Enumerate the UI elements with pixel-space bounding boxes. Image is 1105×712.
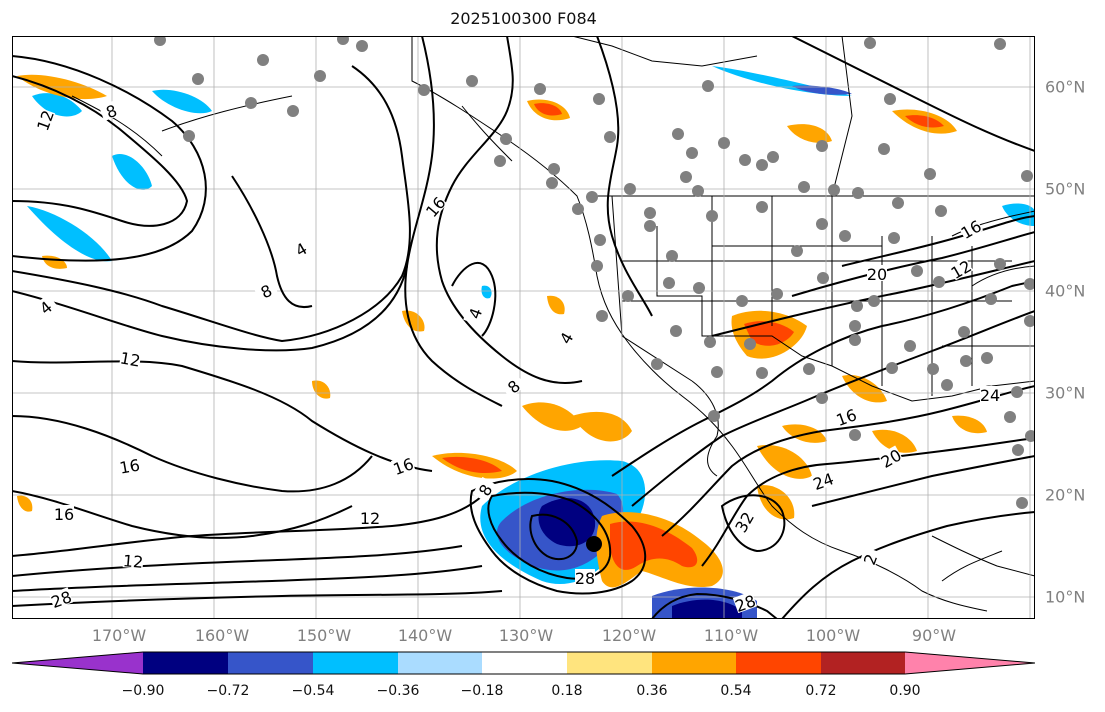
lon-label: 90°W	[911, 626, 957, 645]
lon-label: 110°W	[703, 626, 759, 645]
lat-label: 60°N	[1045, 77, 1086, 97]
lon-label: 120°W	[601, 626, 657, 645]
colorbar-segment	[821, 652, 905, 674]
colorbar-tick-label: 0.18	[551, 683, 583, 699]
lat-label: 50°N	[1045, 179, 1086, 199]
lat-label: 20°N	[1045, 485, 1086, 505]
graticule	[12, 36, 1035, 619]
lat-label: 30°N	[1045, 383, 1086, 403]
colorbar-tick-label: 0.72	[805, 683, 837, 699]
contour-lines	[12, 36, 1035, 619]
lon-label: 130°W	[498, 626, 554, 645]
colorbar-tick-label: 0.90	[889, 683, 921, 699]
lon-label: 160°W	[194, 626, 250, 645]
lon-label: 140°W	[397, 626, 453, 645]
contour-label: 16	[118, 455, 141, 477]
station-dots	[154, 36, 1035, 509]
colorbar-tick-label: −0.54	[291, 683, 335, 699]
colorbar-tick-label: −0.36	[376, 683, 420, 699]
lon-label: 170°W	[91, 626, 147, 645]
colorbar-tick-label: 0.36	[636, 683, 668, 699]
tropical-cyclone-marker	[586, 536, 602, 552]
contour-label: 16	[54, 505, 74, 524]
lat-label: 40°N	[1045, 281, 1086, 301]
colorbar-segment	[736, 652, 821, 674]
contour-label: 12	[360, 509, 380, 528]
lon-label: 100°W	[805, 626, 861, 645]
colorbar-tick-label: 0.54	[720, 683, 752, 699]
contour-label: 24	[980, 386, 1000, 405]
lon-label: 150°W	[296, 626, 352, 645]
colorbar-segment	[567, 652, 652, 674]
contour-label: 20	[867, 265, 887, 284]
lat-label: 10°N	[1045, 587, 1086, 607]
colorbar-segment	[313, 652, 398, 674]
colorbar-segment	[398, 652, 482, 674]
colorbar-tick-label: −0.90	[121, 683, 165, 699]
contour-label: 12	[122, 551, 144, 572]
contour-label: 12	[119, 348, 142, 370]
colorbar-segment	[143, 652, 228, 674]
map-title: 2025100300 F084	[450, 9, 597, 28]
colorbar	[12, 651, 1035, 675]
colorbar-segment	[12, 652, 143, 674]
colorbar-segment	[905, 652, 1035, 674]
colorbar-segment	[482, 652, 567, 674]
colorbar-tick-label: −0.72	[206, 683, 250, 699]
colorbar-segment	[228, 652, 313, 674]
colorbar-tick-label: −0.18	[460, 683, 504, 699]
colorbar-segment	[652, 652, 736, 674]
contour-label: 28	[575, 569, 595, 588]
